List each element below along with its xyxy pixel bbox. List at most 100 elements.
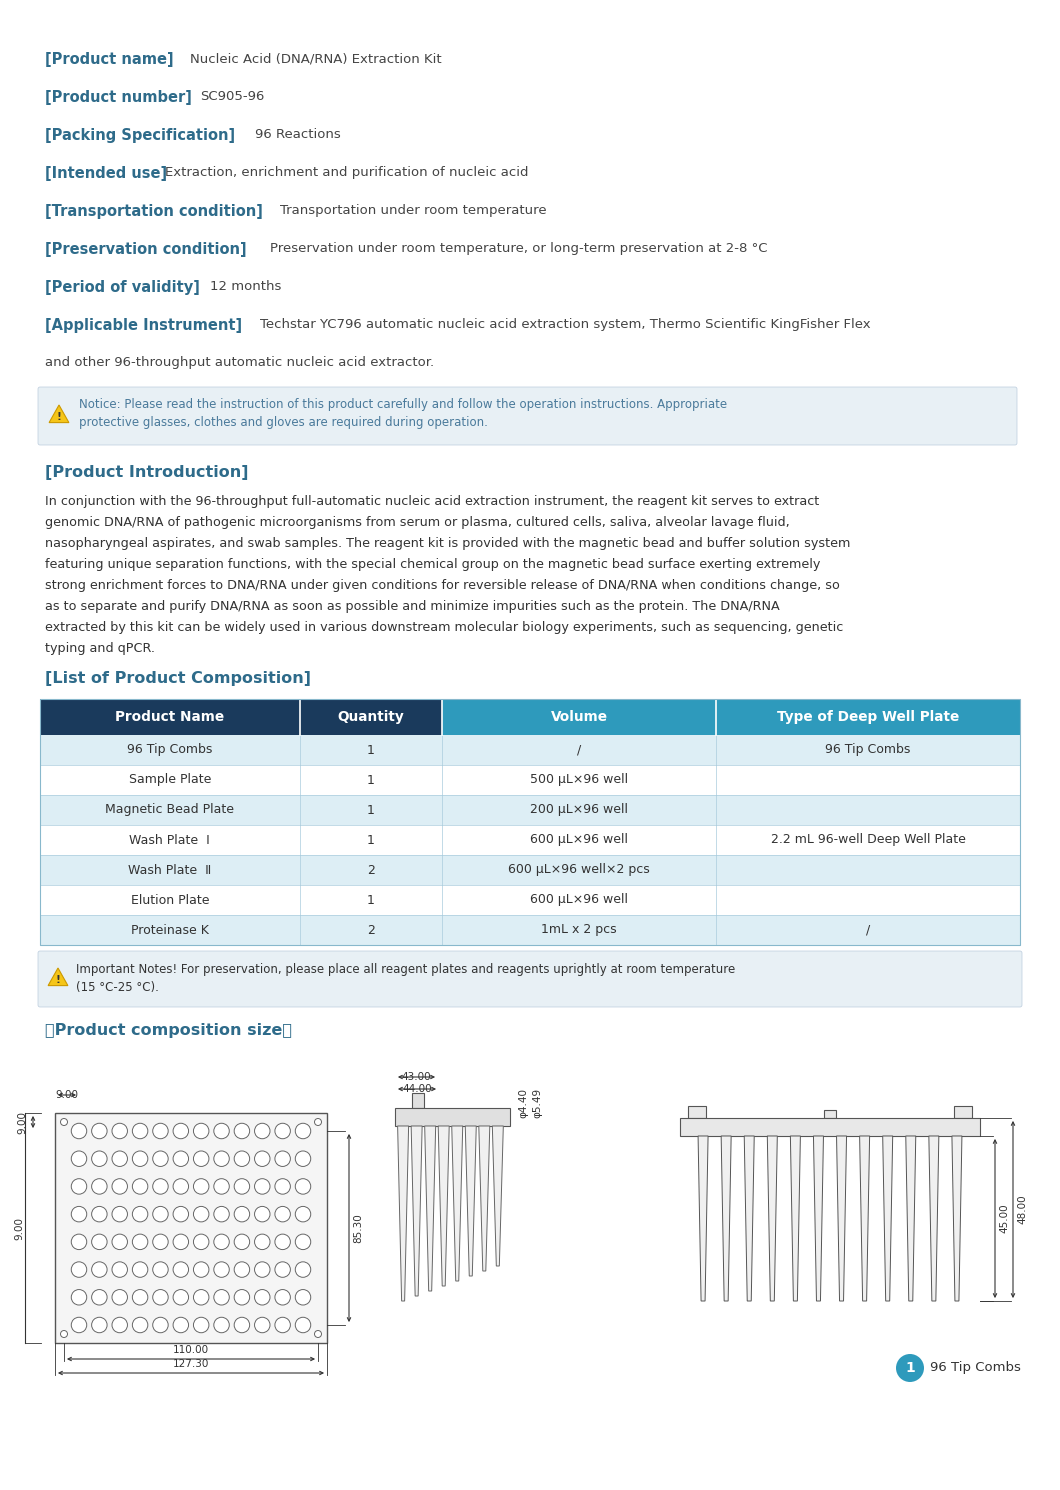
Circle shape xyxy=(214,1150,229,1167)
Circle shape xyxy=(296,1289,311,1305)
Text: [Period of validity]: [Period of validity] xyxy=(45,280,200,295)
Text: 45.00: 45.00 xyxy=(999,1204,1009,1234)
Polygon shape xyxy=(744,1135,755,1301)
Circle shape xyxy=(193,1150,209,1167)
Polygon shape xyxy=(425,1126,436,1290)
Text: 2: 2 xyxy=(367,924,374,937)
Text: !: ! xyxy=(56,413,61,422)
Circle shape xyxy=(71,1234,87,1250)
Bar xyxy=(55,1113,326,1342)
Circle shape xyxy=(275,1317,290,1332)
Polygon shape xyxy=(883,1135,893,1301)
Text: (15 °C-25 °C).: (15 °C-25 °C). xyxy=(76,980,159,994)
Text: [Applicable Instrument]: [Applicable Instrument] xyxy=(45,317,242,332)
Circle shape xyxy=(153,1207,169,1222)
Circle shape xyxy=(193,1262,209,1277)
Circle shape xyxy=(173,1150,189,1167)
Bar xyxy=(395,1109,510,1126)
Text: 500 μL×96 well: 500 μL×96 well xyxy=(530,773,629,787)
Polygon shape xyxy=(49,405,69,423)
Text: [Packing Specification]: [Packing Specification] xyxy=(45,128,235,143)
Circle shape xyxy=(91,1289,107,1305)
Circle shape xyxy=(275,1262,290,1277)
Text: 12 months: 12 months xyxy=(210,280,281,294)
Bar xyxy=(40,735,1020,764)
Circle shape xyxy=(71,1179,87,1193)
Text: 48.00: 48.00 xyxy=(1017,1195,1027,1225)
Circle shape xyxy=(153,1317,169,1332)
Polygon shape xyxy=(398,1126,408,1301)
Circle shape xyxy=(234,1317,250,1332)
Bar xyxy=(40,796,1020,825)
Circle shape xyxy=(132,1179,147,1193)
Text: [Product number]: [Product number] xyxy=(45,89,192,104)
Circle shape xyxy=(132,1207,147,1222)
Circle shape xyxy=(896,1354,924,1383)
Circle shape xyxy=(71,1262,87,1277)
Circle shape xyxy=(214,1289,229,1305)
Text: Wash Plate  Ⅱ: Wash Plate Ⅱ xyxy=(128,864,212,876)
Text: Nucleic Acid (DNA/RNA) Extraction Kit: Nucleic Acid (DNA/RNA) Extraction Kit xyxy=(190,52,442,66)
Circle shape xyxy=(112,1179,127,1193)
Text: 96 Tip Combs: 96 Tip Combs xyxy=(127,744,213,757)
Circle shape xyxy=(173,1262,189,1277)
Polygon shape xyxy=(452,1126,463,1281)
Text: typing and qPCR.: typing and qPCR. xyxy=(45,642,155,656)
Text: Type of Deep Well Plate: Type of Deep Well Plate xyxy=(777,711,959,724)
Circle shape xyxy=(91,1317,107,1332)
Text: extracted by this kit can be widely used in various downstream molecular biology: extracted by this kit can be widely used… xyxy=(45,621,844,635)
Circle shape xyxy=(193,1289,209,1305)
Circle shape xyxy=(193,1234,209,1250)
Text: 1: 1 xyxy=(367,744,374,757)
Polygon shape xyxy=(905,1135,916,1301)
Text: 200 μL×96 well: 200 μL×96 well xyxy=(530,803,628,817)
Text: Preservation under room temperature, or long-term preservation at 2-8 °C: Preservation under room temperature, or … xyxy=(270,241,767,255)
Text: /: / xyxy=(866,924,870,937)
Circle shape xyxy=(275,1150,290,1167)
Circle shape xyxy=(91,1234,107,1250)
Bar xyxy=(442,699,717,735)
Circle shape xyxy=(153,1289,169,1305)
Circle shape xyxy=(71,1123,87,1138)
Text: Transportation under room temperature: Transportation under room temperature xyxy=(280,204,547,218)
Bar xyxy=(824,1110,836,1118)
Text: protective glasses, clothes and gloves are required during operation.: protective glasses, clothes and gloves a… xyxy=(80,416,488,429)
Text: [Product name]: [Product name] xyxy=(45,52,174,67)
Bar xyxy=(40,699,1020,945)
Text: 110.00: 110.00 xyxy=(173,1345,209,1354)
Text: and other 96-throughput automatic nucleic acid extractor.: and other 96-throughput automatic nuclei… xyxy=(45,356,435,370)
Circle shape xyxy=(193,1123,209,1138)
Text: Wash Plate  Ⅰ: Wash Plate Ⅰ xyxy=(129,833,210,846)
Circle shape xyxy=(254,1234,270,1250)
Text: 96 Reactions: 96 Reactions xyxy=(255,128,340,142)
Bar xyxy=(688,1106,706,1118)
Circle shape xyxy=(91,1123,107,1138)
Text: Quantity: Quantity xyxy=(337,711,404,724)
Text: Proteinase K: Proteinase K xyxy=(131,924,209,937)
Circle shape xyxy=(254,1289,270,1305)
Text: nasopharyngeal aspirates, and swab samples. The reagent kit is provided with the: nasopharyngeal aspirates, and swab sampl… xyxy=(45,536,850,550)
Circle shape xyxy=(296,1234,311,1250)
Circle shape xyxy=(296,1317,311,1332)
Circle shape xyxy=(296,1262,311,1277)
Circle shape xyxy=(296,1207,311,1222)
Text: φ4.40: φ4.40 xyxy=(518,1088,528,1118)
Circle shape xyxy=(234,1262,250,1277)
Circle shape xyxy=(71,1207,87,1222)
Polygon shape xyxy=(492,1126,504,1266)
Circle shape xyxy=(132,1317,147,1332)
Circle shape xyxy=(153,1123,169,1138)
Text: 1: 1 xyxy=(367,894,374,906)
Circle shape xyxy=(254,1207,270,1222)
Circle shape xyxy=(275,1234,290,1250)
Circle shape xyxy=(193,1179,209,1193)
Text: Elution Plate: Elution Plate xyxy=(130,894,209,906)
Text: 96 Tip Combs: 96 Tip Combs xyxy=(930,1362,1021,1374)
Text: 96 Tip Combs: 96 Tip Combs xyxy=(826,744,911,757)
Circle shape xyxy=(91,1150,107,1167)
Circle shape xyxy=(296,1150,311,1167)
Text: 600 μL×96 well×2 pcs: 600 μL×96 well×2 pcs xyxy=(508,864,650,876)
Text: 9.00: 9.00 xyxy=(17,1110,26,1134)
Circle shape xyxy=(234,1234,250,1250)
Bar xyxy=(717,699,1020,735)
